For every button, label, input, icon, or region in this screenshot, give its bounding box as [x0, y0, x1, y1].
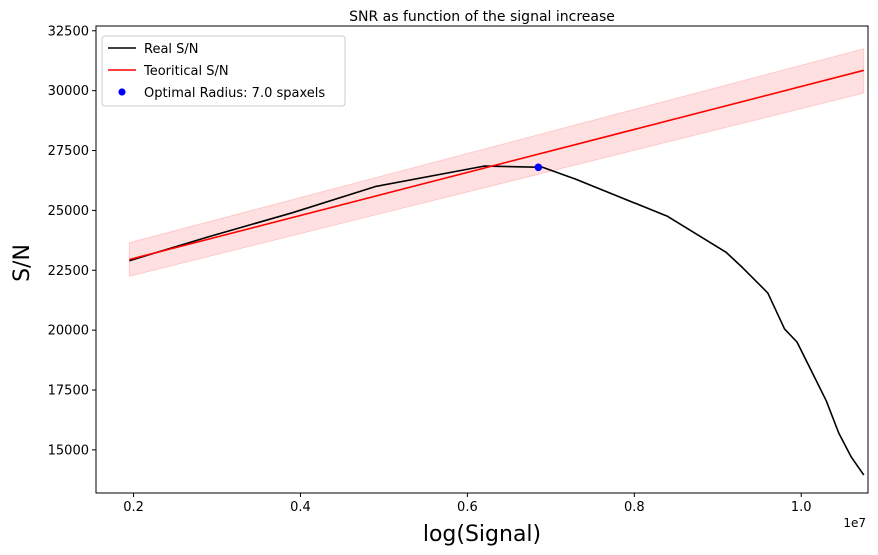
y-tick-label: 32500 — [48, 24, 89, 39]
teoritical-sn-band — [128, 48, 865, 277]
x-axis: 0.2 0.4 0.6 0.8 1.0 — [123, 493, 812, 515]
legend: Real S/N Teoritical S/N Optimal Radius: … — [101, 35, 346, 107]
legend-marker-optimal-radius — [118, 88, 126, 96]
legend-label-optimal-radius: Optimal Radius: 7.0 spaxels — [144, 86, 325, 101]
x-tick-label: 0.8 — [624, 500, 645, 515]
y-axis: 15000 17500 20000 22500 25000 27500 30000 32500 — [48, 24, 96, 458]
legend-label-teoritical-sn: Teoritical S/N — [143, 64, 229, 79]
y-tick-label: 17500 — [48, 384, 89, 399]
chart-title: SNR as function of the signal increase — [349, 9, 615, 25]
y-tick-label: 20000 — [48, 324, 89, 339]
y-axis-label: S/N — [10, 244, 35, 282]
x-axis-offset-label: 1e7 — [843, 516, 866, 530]
y-tick-label: 27500 — [48, 144, 89, 159]
x-axis-label: log(Signal) — [423, 522, 541, 547]
series-layer — [129, 69, 865, 476]
x-tick-label: 1.0 — [791, 500, 812, 515]
series-line-real-s-n — [129, 165, 865, 476]
data-point-optimal-radius-7-0-spaxels — [534, 163, 543, 172]
series-line-teoritical-s-n — [129, 69, 865, 261]
y-tick-label: 15000 — [48, 443, 89, 458]
y-tick-label: 30000 — [48, 84, 89, 99]
x-tick-label: 0.6 — [457, 500, 478, 515]
plot-area-frame — [95, 25, 869, 494]
legend-box — [101, 35, 346, 107]
confidence-band — [128, 48, 865, 277]
y-tick-label: 22500 — [48, 264, 89, 279]
y-tick-label: 25000 — [48, 204, 89, 219]
legend-label-real-sn: Real S/N — [144, 42, 199, 57]
x-tick-label: 0.2 — [123, 500, 144, 515]
x-tick-label: 0.4 — [290, 500, 311, 515]
